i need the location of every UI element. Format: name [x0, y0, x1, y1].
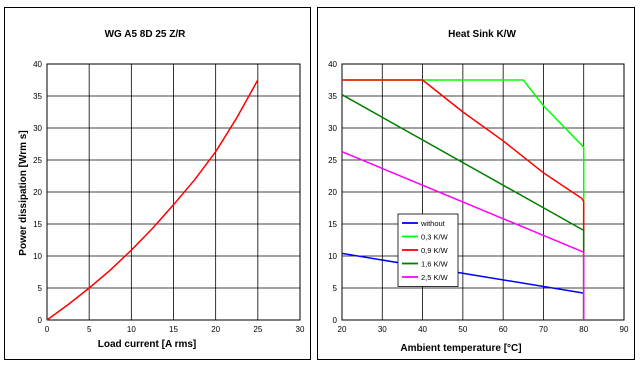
chart-right-xtick-label: 70 [539, 325, 548, 334]
chart-right-ytick-label: 15 [328, 220, 337, 229]
chart-right-ytick-label: 40 [328, 60, 337, 69]
legend-item-label-3: 1,6 K/W [421, 260, 449, 269]
chart-left-ylabel: Power dissipation [Wrm s] [18, 130, 29, 255]
chart-right-xlabel: Ambient temperature [°C] [400, 343, 521, 354]
chart-left-xlabel: Load current [A rms] [98, 339, 197, 350]
chart-right-xtick-label: 30 [378, 325, 387, 334]
chart-panel-right: 20 30 40 50 60 70 80 90 0 5 10 15 20 25 30 35 40 Heat Si… [317, 7, 635, 360]
chart-left-ytick-label: 20 [33, 188, 42, 197]
legend-item-label-4: 2,5 K/W [421, 273, 449, 282]
chart-left-ytick-label: 10 [33, 252, 42, 261]
chart-left-xtick-label: 30 [296, 325, 305, 334]
chart-left-series-line-0 [46, 79, 259, 321]
chart-left-ytick-label: 25 [33, 156, 42, 165]
chart-right-ytick-label: 25 [328, 156, 337, 165]
chart-right-xtick-label: 60 [499, 325, 508, 334]
chart-left-xtick-label: 15 [169, 325, 178, 334]
chart-left-xtick-label: 25 [253, 325, 262, 334]
chart-right-ytick-label: 35 [328, 92, 337, 101]
chart-left-title: WG A5 8D 25 Z/R [105, 29, 187, 40]
chart-left-ytick-label: 35 [33, 92, 42, 101]
chart-left-xtick-label: 5 [87, 325, 92, 334]
chart-right-xtick-label: 20 [338, 325, 347, 334]
legend-item-label-0: without [420, 219, 446, 228]
chart-right-xtick-label: 90 [620, 325, 629, 334]
chart-left-xtick-label: 0 [45, 325, 50, 334]
chart-left-ytick-label: 0 [38, 316, 43, 325]
chart-left-ytick-label: 30 [33, 124, 42, 133]
chart-right-xtick-label: 40 [418, 325, 427, 334]
chart-right-xtick-label: 50 [458, 325, 467, 334]
chart-right-title: Heat Sink K/W [448, 29, 516, 40]
chart-left-ytick-label: 40 [33, 60, 42, 69]
chart-right: 20 30 40 50 60 70 80 90 0 5 10 15 20 25 30 35 40 Heat Si… [328, 29, 629, 354]
chart-right-ytick-label: 0 [333, 316, 338, 325]
chart-right-ytick-label: 20 [328, 188, 337, 197]
chart-right-xtick-label: 80 [579, 325, 588, 334]
chart-left-ytick-label: 5 [38, 284, 43, 293]
chart-left-ytick-label: 15 [33, 220, 42, 229]
chart-left-xtick-label: 10 [127, 325, 136, 334]
legend: without 0,3 K/W 0,9 K/W 1,6 K/W 2,5 K/W [397, 213, 459, 287]
chart-right-series-line-4 [341, 151, 585, 320]
chart-right-ytick-label: 30 [328, 124, 337, 133]
chart-left: 0 5 10 15 20 25 30 0 5 10 15 20 25 30 35 40 WG A5 8D 25… [18, 29, 305, 350]
chart-right-series-line-2 [342, 79, 585, 320]
legend-item-label-2: 0,9 K/W [421, 246, 449, 255]
chart-panel-left: 0 5 10 15 20 25 30 0 5 10 15 20 25 30 35 40 WG A5 8D 25… [4, 7, 311, 360]
chart-left-xtick-label: 20 [211, 325, 220, 334]
chart-right-ytick-label: 10 [328, 252, 337, 261]
chart-right-ytick-label: 5 [333, 284, 338, 293]
legend-item-label-1: 0,3 K/W [421, 233, 449, 242]
